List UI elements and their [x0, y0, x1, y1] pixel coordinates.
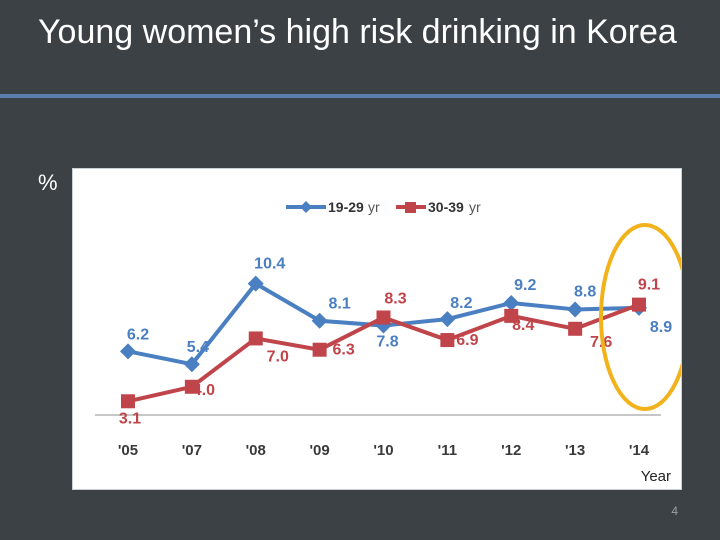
legend-suffix-19-29: yr [368, 199, 380, 215]
data-label-19-29: 8.8 [574, 283, 596, 300]
x-tick-label: '11 [438, 442, 457, 459]
data-label-19-29: 9.2 [514, 277, 536, 294]
data-label-30-39: 4.0 [193, 382, 215, 399]
data-label-30-39: 6.3 [333, 342, 355, 359]
x-tick-label: '05 [118, 442, 138, 459]
data-label-30-39: 7.0 [267, 348, 289, 365]
legend-marker-19-29 [300, 201, 312, 213]
y-axis-unit-label: % [38, 170, 58, 195]
title-divider [0, 94, 720, 98]
data-label-19-29: 6.2 [127, 326, 149, 343]
data-point-30-39 [184, 379, 199, 394]
data-point-30-39 [121, 394, 135, 409]
data-point-19-29 [439, 311, 456, 328]
x-tick-label: '09 [309, 442, 329, 459]
data-point-30-39 [248, 331, 263, 346]
x-tick-label: '12 [501, 442, 521, 459]
data-point-30-39 [376, 310, 391, 325]
data-label-19-29: 8.9 [650, 319, 672, 336]
data-point-30-39 [504, 308, 519, 323]
legend-marker-30-39 [405, 202, 416, 213]
data-point-30-39 [632, 297, 646, 312]
data-label-19-29: 10.4 [254, 256, 285, 273]
data-label-30-39: 9.1 [638, 277, 660, 294]
data-label-30-39: 6.9 [456, 332, 478, 349]
x-tick-label: '10 [373, 442, 393, 459]
data-label-30-39: 8.3 [384, 291, 406, 308]
data-label-30-39: 3.1 [119, 410, 141, 427]
data-label-19-29: 8.1 [329, 296, 351, 313]
data-label-30-39: 8.4 [512, 317, 534, 334]
page-number: 4 [671, 504, 678, 518]
data-point-30-39 [440, 333, 455, 348]
data-point-30-39 [568, 321, 583, 336]
data-point-19-29 [247, 275, 264, 292]
data-label-19-29: 7.8 [376, 334, 398, 351]
data-point-19-29 [120, 343, 136, 360]
data-point-19-29 [503, 295, 520, 311]
x-tick-label: '07 [182, 442, 202, 459]
legend-label-30-39: 30-39 [428, 199, 464, 215]
legend-suffix-30-39: yr [469, 199, 481, 215]
x-tick-label: '14 [629, 442, 650, 459]
data-label-19-29: 5.4 [187, 339, 209, 356]
x-tick-label: '13 [565, 442, 585, 459]
data-point-30-39 [312, 342, 327, 357]
legend-label-19-29: 19-29 [328, 199, 364, 215]
chart-panel: '05'07'08'09'10'11'12'13'14 Year 19-29 yr 30… [72, 168, 682, 490]
x-tick-label: '08 [246, 442, 266, 459]
data-label-19-29: 8.2 [450, 295, 472, 312]
data-point-19-29 [567, 301, 584, 318]
data-point-19-29 [311, 312, 328, 329]
slide-title: Young women’s high risk drinking in Kore… [38, 13, 677, 51]
highlight-ellipse [599, 223, 681, 411]
data-point-19-29 [183, 356, 200, 373]
x-axis-title: Year [641, 468, 671, 485]
data-point-19-29 [375, 317, 392, 334]
